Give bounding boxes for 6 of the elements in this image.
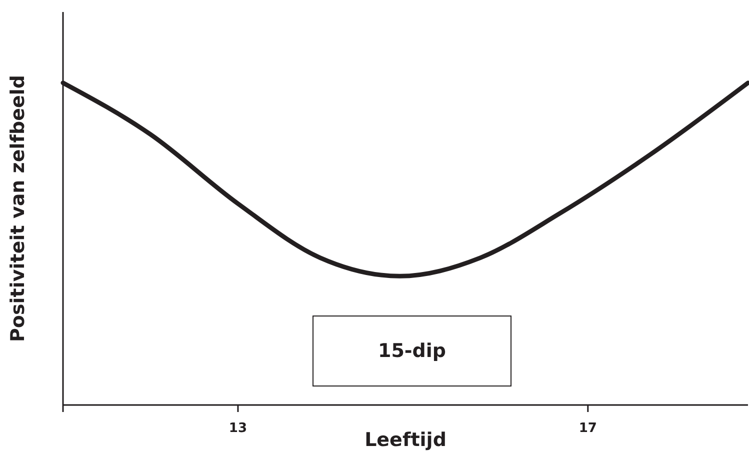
x-axis-title: Leeftijd — [364, 429, 446, 451]
y-axis-title: Positiviteit van zelfbeeld — [7, 74, 29, 342]
x-tick-label: 17 — [578, 421, 597, 436]
annotation: 15-dip — [378, 340, 446, 362]
x-tick-label: 13 — [228, 421, 248, 436]
text-box: 15-dip — [312, 316, 512, 386]
